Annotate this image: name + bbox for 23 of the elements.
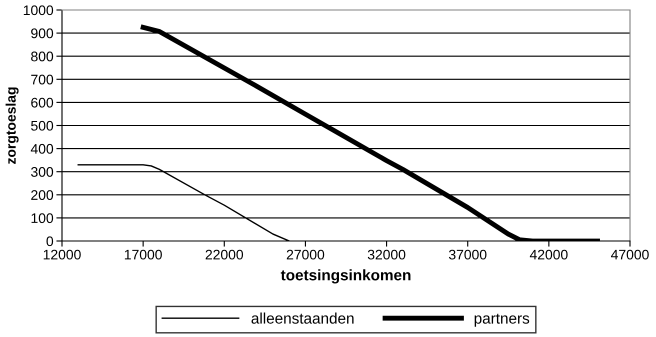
y-tick-label: 600 [31,98,54,108]
y-tick-label: 100 [32,213,54,224]
x-tick-label: 22000 [206,250,244,260]
y-tick-label: 300 [31,167,54,177]
x-tick-label: 37000 [448,250,486,260]
y-axis-title: zorgtoeslag [6,87,19,164]
y-tick-label: 500 [31,120,54,131]
x-tick-label: 17000 [124,250,162,260]
y-tick-label: 400 [30,144,54,154]
x-tick-label: 47000 [611,250,649,260]
x-tick-label: 42000 [530,250,568,260]
y-tick-label: 0 [46,236,54,246]
legend-label: alleenstaanden [252,312,354,324]
x-axis-title: toetsingsinkomen [280,269,410,284]
x-tick-label: 32000 [368,250,406,260]
y-tick-label: 900 [31,28,54,38]
y-tick-label: 200 [31,190,54,200]
y-tick-label: 700 [31,74,54,84]
legend-label: partners [474,314,530,327]
y-tick-label: 800 [31,52,54,62]
x-tick-label: 27000 [286,250,324,260]
x-tick-label: 12000 [44,250,81,260]
y-tick-label: 1000 [24,5,54,16]
